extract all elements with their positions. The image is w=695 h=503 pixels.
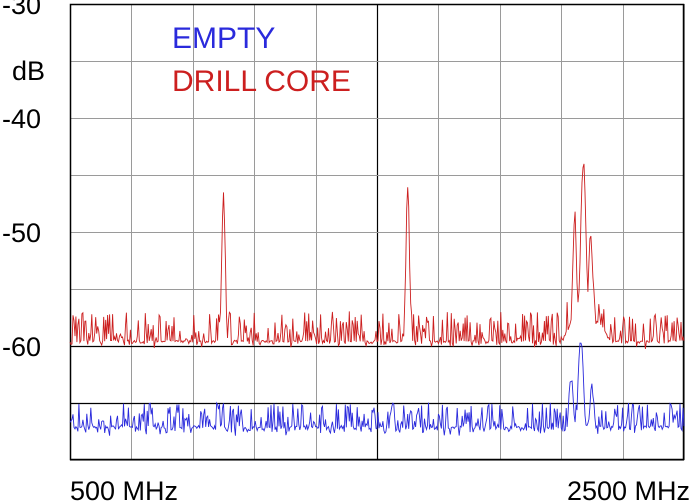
y-tick-label: -60 (2, 332, 41, 362)
plot-frame (69, 3, 685, 461)
y-tick-label: -30 (2, 0, 41, 20)
y-tick-label: -50 (2, 218, 41, 248)
series-line-empty (69, 342, 685, 436)
x-tick-label: 2500 MHz (567, 476, 690, 503)
chart-series (69, 163, 685, 436)
legend-entry: EMPTY (172, 22, 275, 55)
legend-entry: DRILL CORE (172, 65, 351, 98)
chart-legend: EMPTY DRILL CORE (172, 22, 351, 98)
y-tick-label: -40 (2, 104, 41, 134)
x-tick-label: 500 MHz (70, 476, 178, 503)
y-axis-label: dB (12, 56, 45, 86)
series-line-drill-core (69, 163, 685, 350)
